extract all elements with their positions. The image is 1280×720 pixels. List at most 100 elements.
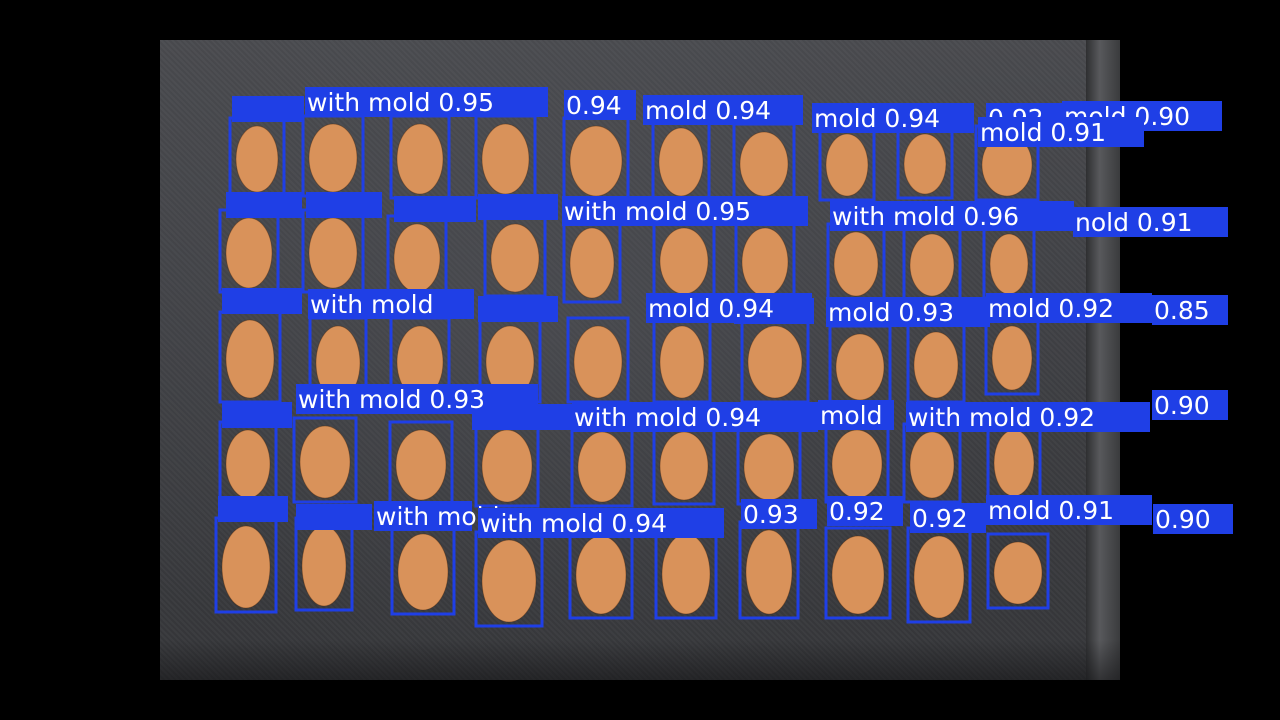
kernel-layer — [221, 123, 1043, 623]
label-background — [910, 503, 986, 533]
label-background — [572, 402, 818, 432]
label-background — [478, 508, 724, 538]
peanut-kernel — [833, 231, 879, 297]
peanut-kernel — [993, 429, 1035, 497]
peanut-kernel — [225, 429, 271, 499]
label-background — [1153, 504, 1233, 534]
label-background — [564, 90, 636, 120]
label-strip — [478, 194, 558, 220]
peanut-kernel — [989, 233, 1029, 295]
peanut-kernel — [299, 425, 351, 499]
peanut-kernel — [395, 429, 447, 501]
label-background — [818, 400, 894, 430]
label-background — [906, 402, 1150, 432]
label-layer: with mold 0.95 0.94 mold 0.94 mold 0.94 0.92… — [218, 87, 1233, 538]
peanut-kernel — [909, 431, 955, 499]
peanut-kernel — [393, 223, 441, 293]
label-background — [826, 297, 990, 327]
detection-label: mold 0.91 — [980, 118, 1106, 147]
label-background — [1073, 207, 1228, 237]
peanut-kernel — [659, 431, 709, 501]
peanut-kernel — [743, 433, 795, 501]
peanut-kernel — [658, 127, 704, 197]
detection-label: with mold 0.94 — [574, 403, 761, 432]
peanut-kernel — [831, 535, 885, 615]
cloth-shadow — [160, 640, 1120, 680]
detection-label: 0.93 — [743, 500, 799, 529]
detection-label: 0.90 — [1154, 391, 1210, 420]
peanut-kernel — [835, 333, 885, 401]
detection-label: mold 0.91 — [988, 496, 1114, 525]
peanut-kernel — [235, 125, 279, 193]
peanut-kernel — [741, 227, 789, 297]
peanut-kernel — [659, 227, 709, 295]
label-strip — [222, 402, 292, 428]
detection-label: mold 0.94 — [648, 294, 774, 323]
peanut-kernel — [747, 325, 803, 399]
peanut-kernel — [825, 133, 869, 197]
label-strip — [232, 96, 304, 122]
peanut-kernel — [225, 217, 273, 289]
peanut-kernel — [573, 325, 623, 399]
peanut-kernel — [396, 123, 444, 195]
label-background — [1152, 295, 1228, 325]
peanut-kernel — [993, 541, 1043, 605]
label-background — [827, 496, 903, 526]
detection-box — [292, 416, 358, 504]
detection-label: with mold 0.95 — [564, 197, 751, 226]
peanut-kernel — [739, 131, 789, 197]
detection-box — [986, 532, 1050, 610]
peanut-kernel — [397, 533, 449, 611]
label-background — [830, 201, 1074, 231]
detection-label: with mold 0.94 — [480, 509, 667, 538]
peanut-kernel — [569, 227, 615, 299]
label-background — [643, 95, 803, 125]
peanut-kernel — [913, 535, 965, 619]
detection-label: 0.92 — [829, 497, 885, 526]
label-strip — [296, 504, 372, 530]
peanut-kernel — [661, 533, 711, 615]
peanut-kernel — [481, 539, 537, 623]
label-background — [1152, 390, 1228, 420]
peanut-kernel — [225, 319, 275, 399]
detection-label: mold 0.93 — [828, 298, 954, 327]
label-background — [374, 501, 472, 531]
label-background — [978, 117, 1144, 147]
label-background — [812, 103, 974, 133]
label-strip — [226, 192, 302, 218]
label-background — [741, 499, 817, 529]
detection-label: with mold 0.96 — [832, 202, 1019, 231]
detection-label: 0.85 — [1154, 296, 1210, 325]
peanut-kernel — [490, 223, 540, 293]
label-background — [646, 293, 812, 323]
peanut-kernel — [659, 325, 705, 399]
peanut-kernel — [221, 525, 271, 609]
peanut-kernel — [308, 217, 358, 289]
peanut-kernel — [301, 525, 347, 607]
peanut-kernel — [903, 133, 947, 195]
label-strip — [478, 296, 558, 322]
peanut-kernel — [577, 431, 627, 503]
label-background — [296, 384, 538, 414]
detection-label: with mold 0.93 — [298, 385, 485, 414]
detection-label: 0.90 — [1155, 505, 1211, 534]
peanut-kernel — [575, 535, 627, 615]
peanut-kernel — [569, 125, 623, 197]
label-background — [305, 87, 548, 117]
label-background — [986, 495, 1152, 525]
detection-box — [824, 526, 892, 620]
label-strip — [222, 288, 302, 314]
peanut-kernel — [308, 123, 358, 193]
detection-label: mold 0.94 — [814, 104, 940, 133]
detection-label: with mold — [310, 290, 433, 319]
detection-label: mold 0.92 — [988, 294, 1114, 323]
label-strip — [306, 192, 382, 218]
detection-label: with mold 0.92 — [908, 403, 1095, 432]
detection-label: with mold 0.95 — [307, 88, 494, 117]
peanut-kernel — [481, 123, 530, 195]
label-strip — [218, 496, 288, 522]
peanut-kernel — [991, 325, 1033, 391]
label-strip — [394, 196, 476, 222]
label-background — [308, 289, 474, 319]
detection-label: mold — [820, 401, 882, 430]
